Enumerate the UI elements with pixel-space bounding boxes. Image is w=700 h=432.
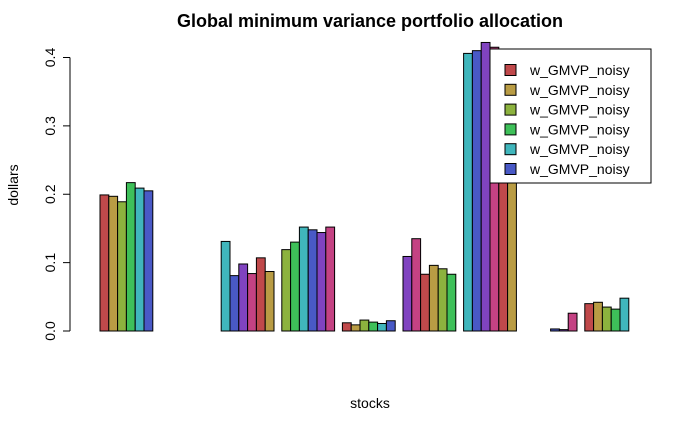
legend-swatch: [504, 143, 517, 156]
bar: [125, 182, 136, 332]
bar: [247, 273, 257, 332]
legend-swatch: [504, 83, 517, 96]
legend-label: w_GMVP_noisy: [529, 62, 630, 78]
bar: [108, 195, 119, 332]
chart-title: Global minimum variance portfolio alloca…: [177, 11, 563, 31]
legend-label: w_GMVP_noisy: [529, 121, 630, 137]
bar: [281, 249, 292, 332]
bar: [350, 324, 361, 332]
y-axis: 0.0 0.1 0.2 0.3 0.4: [42, 48, 71, 341]
x-axis-label: stocks: [350, 395, 390, 411]
bar: [584, 303, 595, 332]
legend-label: w_GMVP_noisy: [529, 82, 630, 98]
bar: [558, 329, 569, 332]
bar: [471, 50, 482, 332]
bar: [411, 238, 422, 332]
legend-swatch: [504, 103, 517, 116]
bar: [567, 312, 578, 332]
y-tick-label: 0.2: [42, 184, 58, 204]
legend-swatch: [504, 163, 517, 175]
bar: [428, 264, 439, 332]
bar: [220, 240, 231, 332]
bar: [143, 190, 154, 332]
legend: w_GMVP_noisy w_GMVP_noisy w_GMVP_noisy w_GM…: [489, 48, 652, 184]
bar: [229, 275, 240, 332]
bar: [307, 229, 318, 332]
bar: [238, 263, 249, 332]
y-tick-label: 0.3: [42, 116, 58, 136]
bar: [290, 241, 300, 332]
bar: [385, 320, 396, 332]
legend-label: w_GMVP_noisy: [529, 102, 630, 118]
bar: [117, 201, 127, 332]
bar: [99, 194, 110, 332]
legend-swatch: [504, 64, 517, 76]
y-axis-label: dollars: [5, 164, 21, 205]
bar: [359, 319, 370, 332]
bar: [134, 187, 145, 332]
bar: [619, 297, 630, 332]
legend-label: w_GMVP_noisy: [529, 141, 630, 157]
legend-box: [489, 48, 652, 184]
bar: [298, 226, 309, 332]
bar: [437, 268, 448, 332]
bar: [316, 232, 327, 332]
bar: [264, 271, 275, 332]
bar: [420, 273, 430, 332]
bar: [255, 257, 266, 332]
bar: [550, 328, 560, 332]
y-tick-label: 0.1: [42, 253, 58, 273]
legend-label: w_GMVP_noisy: [529, 161, 630, 177]
bar: [402, 255, 413, 332]
bar: [368, 321, 379, 332]
bar: [325, 226, 336, 332]
bars-group: [99, 41, 630, 332]
bar: [446, 273, 457, 332]
y-tick-label: 0.4: [42, 48, 58, 68]
bar: [341, 322, 352, 332]
bar: [480, 41, 491, 332]
bar: [377, 322, 387, 332]
y-tick-label: 0.0: [42, 321, 58, 341]
bar: [601, 306, 612, 332]
legend-swatch: [504, 123, 517, 136]
bar: [463, 52, 473, 332]
bar: [610, 308, 621, 332]
bar: [593, 301, 603, 332]
